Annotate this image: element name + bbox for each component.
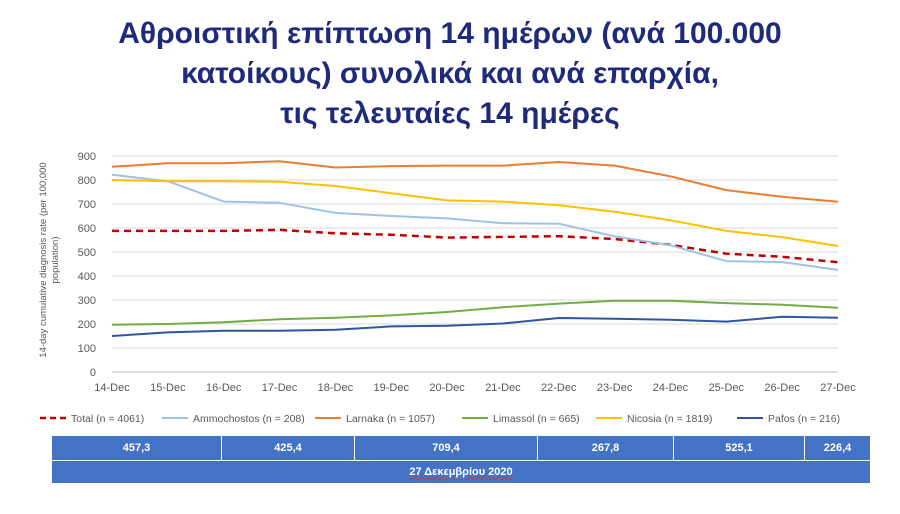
series-line-5 (111, 315, 839, 337)
series-line-1 (111, 173, 839, 271)
summary-values-row: 457,3 425,4 709,4 267,8 525,1 226,4 (52, 436, 870, 460)
legend-label-2: Larnaka (n = 1057) (346, 413, 435, 425)
y-tick-label-600: 600 (78, 223, 96, 235)
legend-label-0: Total (n = 4061) (71, 413, 144, 425)
title-line-1: Αθροιστική επίπτωση 14 ημέρων (ανά 100.0… (118, 17, 782, 50)
chart-title: Αθροιστική επίπτωση 14 ημέρων (ανά 100.0… (0, 14, 900, 134)
legend-label-5: Pafos (n = 216) (768, 413, 840, 425)
y-tick-label-0: 0 (90, 367, 96, 379)
x-tick-label-27-Dec: 27-Dec (820, 382, 856, 394)
y-axis-label: 14-day cumulative diagnosis rate (per 10… (38, 162, 61, 357)
series-line-2 (111, 160, 839, 203)
x-tick-label-17-Dec: 17-Dec (262, 382, 298, 394)
x-tick-label-20-Dec: 20-Dec (429, 382, 465, 394)
summary-date: 27 Δεκεμβρίου 2020 (52, 461, 870, 483)
y-tick-label-300: 300 (78, 295, 96, 307)
x-tick-label-26-Dec: 26-Dec (764, 382, 800, 394)
legend-label-4: Nicosia (n = 1819) (627, 413, 713, 425)
y-tick-label-100: 100 (78, 343, 96, 355)
title-line-2: κατοίκους) συνολικά και ανά επαρχία, (181, 57, 719, 90)
x-tick-label-18-Dec: 18-Dec (318, 382, 354, 394)
y-tick-label-400: 400 (78, 271, 96, 283)
x-tick-label-22-Dec: 22-Dec (541, 382, 577, 394)
y-tick-label-700: 700 (78, 199, 96, 211)
y-tick-label-500: 500 (78, 247, 96, 259)
y-tick-label-200: 200 (78, 319, 96, 331)
series-line-0 (112, 228, 839, 264)
summary-limassol-value: 267,8 (538, 436, 674, 460)
x-tick-label-21-Dec: 21-Dec (485, 382, 521, 394)
series-line-4 (111, 179, 839, 247)
summary-larnaka-value: 709,4 (355, 436, 538, 460)
legend-label-1: Ammochostos (n = 208) (193, 413, 305, 425)
summary-nicosia-value: 525,1 (674, 436, 805, 460)
x-tick-label-16-Dec: 16-Dec (206, 382, 242, 394)
y-tick-label-900: 900 (78, 151, 96, 163)
x-tick-label-15-Dec: 15-Dec (150, 382, 186, 394)
x-tick-label-25-Dec: 25-Dec (709, 382, 745, 394)
summary-ammochostos-value: 425,4 (222, 436, 355, 460)
title-line-3: τις τελευταίες 14 ημέρες (280, 97, 620, 130)
x-tick-label-24-Dec: 24-Dec (653, 382, 689, 394)
series-line-3 (111, 299, 839, 326)
summary-pafos-value: 226,4 (805, 436, 870, 460)
legend-label-3: Limassol (n = 665) (493, 413, 580, 425)
summary-date-text: 27 Δεκεμβρίου 2020 (409, 466, 513, 478)
x-tick-label-19-Dec: 19-Dec (373, 382, 409, 394)
x-tick-label-23-Dec: 23-Dec (597, 382, 633, 394)
summary-total-value: 457,3 (52, 436, 222, 460)
line-chart: 0 100 200 300 400 500 600 700 800 900 14-Dec 15-Dec… (38, 151, 856, 425)
summary-table: 457,3 425,4 709,4 267,8 525,1 226,4 27 Δ… (52, 436, 870, 483)
x-tick-label-14-Dec: 14-Dec (94, 382, 130, 394)
y-tick-label-800: 800 (78, 175, 96, 187)
